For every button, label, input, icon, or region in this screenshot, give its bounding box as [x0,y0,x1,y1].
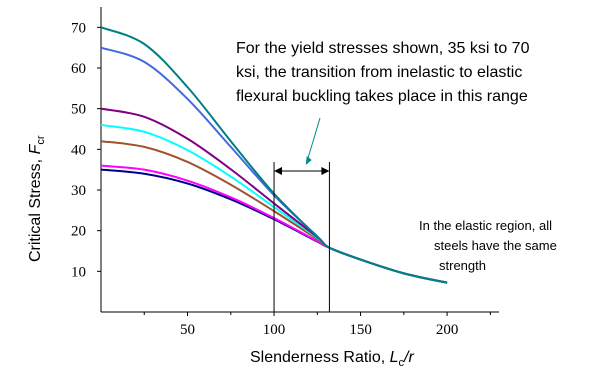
elastic-note-line: In the elastic region, all [419,218,552,233]
x-tick-label: 100 [263,322,286,338]
range-arrowhead-left [274,167,283,175]
series-layer [100,26,448,284]
y-tick-label: 60 [71,61,86,77]
elastic-region-note: In the elastic region, all steels have t… [419,218,560,273]
y-tick-label: 30 [71,183,86,199]
axes-layer: 10 20 30 40 50 60 70 50 100 150 200 [71,7,499,338]
callout-arrowhead [305,156,312,165]
x-tick-label: 150 [349,322,372,338]
x-tick-label: 50 [180,322,195,338]
transition-note-line: For the yield stresses shown, 35 ksi to … [236,40,530,57]
transition-note-line: flexural buckling takes place in this ra… [236,88,528,105]
series-line-fy-70 [100,26,448,284]
y-tick-label: 40 [71,142,86,158]
y-tick-label: 20 [71,224,86,240]
y-tick-label: 50 [71,102,86,118]
x-tick-label: 200 [436,322,459,338]
transition-note: For the yield stresses shown, 35 ksi to … [236,40,534,105]
elastic-note-line: strength [439,258,486,273]
y-tick-label: 70 [71,20,86,36]
annotation-layer: For the yield stresses shown, 35 ksi to … [236,40,560,312]
y-tick-label: 10 [71,264,86,280]
x-axis-label: Slenderness Ratio, Lc/r [250,349,414,369]
y-axis-label: Critical Stress, Fcr [27,135,47,262]
transition-note-line: ksi, the transition from inelastic to el… [236,64,522,81]
callout-arrow-line [307,117,321,160]
range-arrowhead-right [321,167,330,175]
elastic-note-line: steels have the same [434,238,557,253]
